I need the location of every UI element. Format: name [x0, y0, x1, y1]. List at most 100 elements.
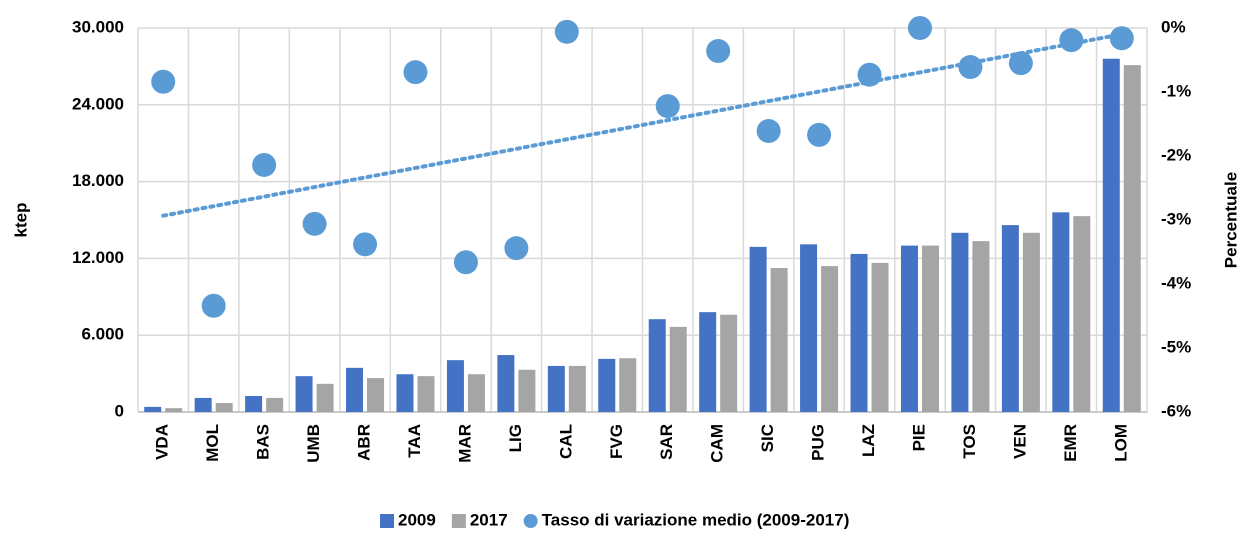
dot — [1008, 51, 1033, 76]
dot — [706, 39, 731, 64]
bar — [921, 245, 939, 412]
bar — [699, 312, 717, 412]
bar — [770, 268, 788, 412]
bar — [266, 397, 284, 412]
bar — [871, 262, 889, 412]
legend-marker — [451, 514, 466, 528]
bar — [720, 314, 738, 412]
bar — [900, 245, 918, 412]
x-tick-label: VEN — [1010, 424, 1029, 459]
dot — [504, 236, 529, 261]
legend-marker — [523, 514, 538, 528]
y2-tick-label: -4% — [1161, 273, 1191, 292]
y-tick-label: 0 — [115, 401, 124, 420]
bar — [951, 232, 969, 412]
bar — [568, 365, 586, 412]
dot — [1109, 26, 1134, 51]
dot — [655, 94, 680, 119]
bar — [295, 376, 313, 412]
dot — [958, 55, 983, 80]
dot — [907, 16, 932, 40]
legend-label: Tasso di variazione medio (2009-2017) — [542, 510, 850, 529]
y-tick-label: 6.000 — [81, 325, 124, 344]
dot — [151, 69, 176, 94]
y2-tick-label: -3% — [1161, 209, 1191, 228]
y-tick-label: 18.000 — [72, 171, 124, 190]
y2-tick-label: -6% — [1161, 401, 1191, 420]
dot — [252, 152, 277, 177]
bar — [821, 266, 839, 412]
y-axis-title: ktep — [11, 203, 30, 238]
bar — [467, 374, 485, 412]
bar — [1123, 65, 1141, 413]
y2-tick-label: 0% — [1161, 17, 1186, 36]
dot — [807, 122, 832, 147]
x-tick-label: SAR — [657, 424, 676, 460]
y-tick-label: 24.000 — [72, 94, 124, 113]
y2-tick-label: -2% — [1161, 145, 1191, 164]
dot — [353, 232, 378, 257]
x-tick-label: PIE — [909, 424, 928, 451]
bar — [446, 360, 464, 412]
bar — [194, 397, 212, 412]
y2-tick-label: -1% — [1161, 81, 1191, 100]
x-tick-label: BAS — [254, 424, 273, 460]
bar — [850, 253, 868, 412]
x-tick-label: TAA — [405, 424, 424, 458]
bar — [518, 369, 536, 412]
x-tick-label: UMB — [304, 424, 323, 463]
x-tick-label: CAM — [708, 424, 727, 463]
bar — [165, 408, 183, 412]
dot — [201, 293, 226, 318]
dot — [554, 19, 579, 44]
legend-marker — [380, 514, 394, 528]
x-tick-label: TOS — [960, 424, 979, 459]
bar — [1001, 225, 1019, 412]
bar — [215, 403, 233, 412]
y2-axis-title: Percentuale — [1221, 172, 1240, 268]
bar — [800, 244, 818, 412]
bar — [648, 319, 666, 412]
bar — [619, 358, 637, 412]
dot — [756, 119, 781, 144]
bar — [245, 396, 263, 412]
x-tick-label: LIG — [506, 424, 525, 452]
bar — [1052, 212, 1070, 412]
dot — [1059, 28, 1084, 53]
dot — [403, 60, 428, 85]
dot — [453, 250, 478, 275]
x-tick-label: EMR — [1061, 424, 1080, 462]
x-tick-label: MAR — [455, 424, 474, 463]
dot — [302, 211, 327, 236]
bar — [417, 376, 435, 412]
bar — [1073, 216, 1091, 412]
bar — [1022, 232, 1040, 412]
bar — [1102, 58, 1120, 412]
x-tick-label: LOM — [1111, 424, 1130, 462]
x-tick-label: MOL — [203, 424, 222, 462]
x-tick-label: FVG — [607, 424, 626, 459]
bar — [346, 367, 364, 412]
x-tick-label: ABR — [355, 424, 374, 461]
y2-tick-label: -5% — [1161, 337, 1191, 356]
legend-label: 2017 — [470, 510, 508, 529]
bar — [972, 241, 990, 412]
bar — [497, 355, 515, 412]
bar — [749, 246, 767, 412]
x-tick-label: VDA — [153, 424, 172, 460]
bar — [598, 358, 616, 412]
x-tick-label: LAZ — [859, 424, 878, 457]
bar — [396, 374, 414, 412]
x-tick-label: PUG — [809, 424, 828, 461]
bar — [547, 365, 565, 412]
bar — [669, 326, 687, 412]
bar — [367, 378, 385, 412]
x-tick-label: SIC — [758, 424, 777, 452]
bar — [316, 383, 334, 412]
y-tick-label: 12.000 — [72, 248, 124, 267]
x-tick-label: CAL — [556, 424, 575, 459]
bar — [144, 406, 162, 412]
y-tick-label: 30.000 — [72, 17, 124, 36]
legend-label: 2009 — [398, 510, 436, 529]
